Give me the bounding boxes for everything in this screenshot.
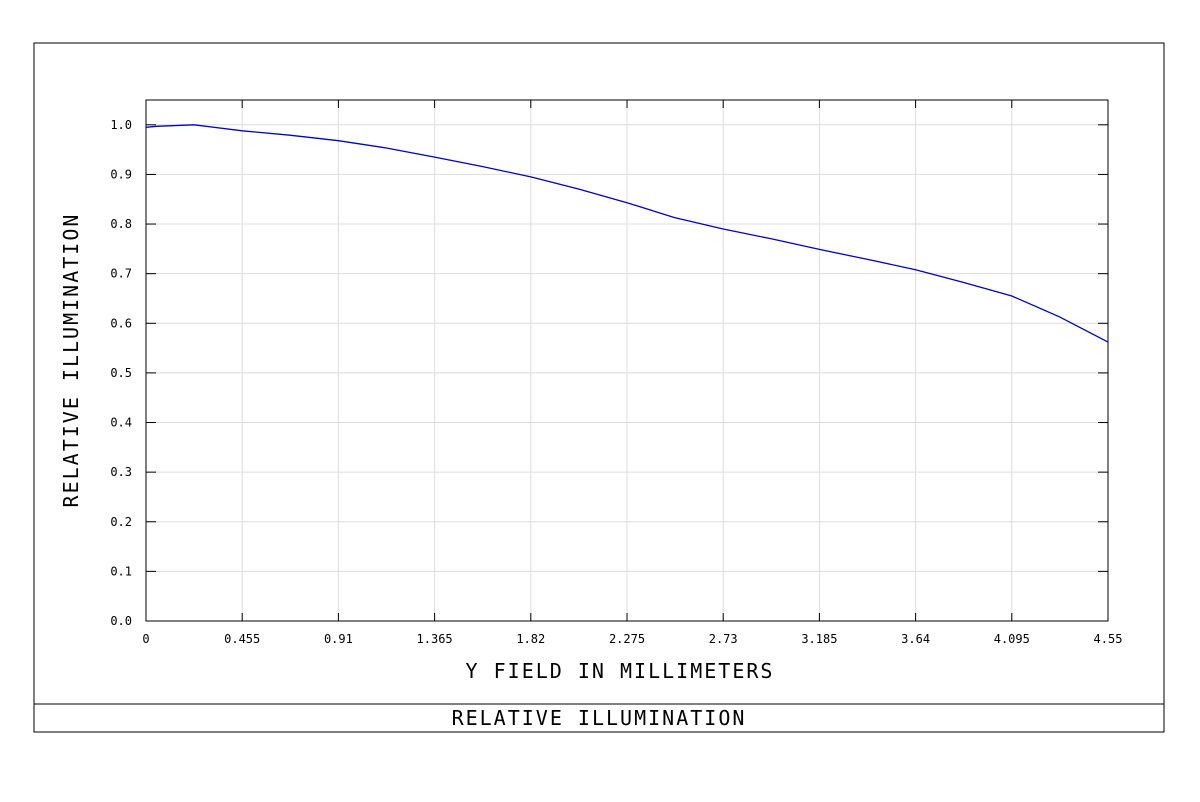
x-tick-label: 3.185: [801, 632, 837, 646]
y-tick-label: 0.9: [110, 167, 132, 181]
x-tick-label: 1.82: [516, 632, 545, 646]
x-tick-label: 4.55: [1094, 632, 1123, 646]
grid: [146, 100, 1108, 621]
y-tick-label: 0.7: [110, 267, 132, 281]
y-tick-label: 0.0: [110, 614, 132, 628]
y-tick-label: 0.3: [110, 465, 132, 479]
series-layer: [145, 124, 1109, 343]
y-tick-label: 0.1: [110, 564, 132, 578]
y-tick-label: 0.8: [110, 217, 132, 231]
y-tick-label: 0.2: [110, 515, 132, 529]
axes: [145, 99, 1109, 622]
y-axis-title: RELATIVE ILLUMINATION: [59, 213, 83, 508]
x-tick-label: 0.91: [324, 632, 353, 646]
x-tick-label: 4.095: [994, 632, 1030, 646]
x-tick-label: 0.455: [224, 632, 260, 646]
x-tick-label: 2.73: [709, 632, 738, 646]
series-line: [145, 124, 1109, 343]
plot-area-border: [145, 99, 1109, 622]
x-axis-title: Y FIELD IN MILLIMETERS: [466, 659, 775, 683]
x-tick-label: 1.365: [417, 632, 453, 646]
tick-labels: 0 0.455 0.91 1.365 1.82 2.275 2.73 3.185 3.64 4.0…: [110, 118, 1122, 646]
x-tick-label: 0: [142, 632, 149, 646]
x-tick-label: 2.275: [609, 632, 645, 646]
outer-frame: [33, 42, 1165, 733]
chart-title: RELATIVE ILLUMINATION: [452, 706, 747, 730]
y-tick-label: 0.4: [110, 416, 132, 430]
y-tick-label: 0.6: [110, 316, 132, 330]
y-tick-label: 1.0: [110, 118, 132, 132]
x-tick-label: 3.64: [901, 632, 930, 646]
y-tick-label: 0.5: [110, 366, 132, 380]
